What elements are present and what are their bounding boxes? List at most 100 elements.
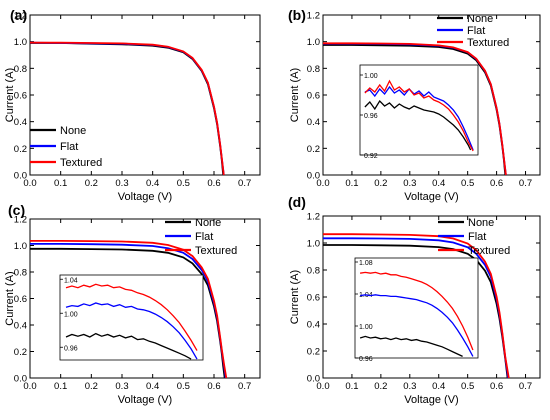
- legend-label: Textured: [467, 37, 509, 49]
- y-tick-label: 0.0: [307, 171, 320, 182]
- inset-series-line-textured: [364, 79, 474, 152]
- inset-series-line-none: [65, 332, 192, 360]
- legend-label: None: [60, 125, 86, 137]
- x-tick-label: 0.3: [403, 178, 416, 189]
- panel-label: (d): [288, 194, 306, 210]
- legend-label: Flat: [60, 141, 78, 153]
- x-tick-label: 0.5: [461, 178, 474, 189]
- series-line-textured: [30, 239, 228, 378]
- inset-y-tick-label: 1.00: [359, 324, 373, 331]
- x-axis-label: Voltage (V): [118, 394, 172, 406]
- y-tick-label: 1.2: [307, 11, 320, 22]
- legend-label: Flat: [468, 231, 486, 243]
- legend-label: None: [195, 217, 221, 229]
- legend-label: Flat: [467, 25, 485, 37]
- inset-series-line-textured: [65, 283, 198, 351]
- x-axis-label: Voltage (V): [404, 191, 458, 203]
- y-tick-label: 0.4: [307, 117, 320, 128]
- x-tick-label: 0.7: [519, 381, 532, 392]
- y-tick-label: 0.6: [14, 91, 27, 102]
- inset-d: 0.961.001.041.08: [354, 257, 479, 363]
- inset-y-tick-label: 1.00: [364, 73, 378, 80]
- inset-frame: [354, 257, 479, 359]
- panel-label: (c): [8, 202, 25, 218]
- inset-series-line-flat: [364, 85, 474, 151]
- x-tick-label: 0.0: [23, 381, 36, 392]
- x-tick-label: 0.6: [207, 381, 220, 392]
- y-axis-label: Current (A): [4, 271, 16, 325]
- legend-label: Textured: [60, 157, 102, 169]
- inset-series-line-textured: [360, 271, 474, 351]
- x-tick-label: 0.3: [403, 381, 416, 392]
- x-tick-label: 0.6: [490, 381, 503, 392]
- series-line-textured: [30, 41, 225, 175]
- panel-c: 0.0 0.1 0.2 0.3 0.4 0.5 0.6 0.7 0.0 0.2 0.4 0.6 0.8 1…: [4, 202, 261, 406]
- y-axis-label: Current (A): [289, 270, 301, 324]
- y-tick-label: 1.0: [307, 37, 320, 48]
- inset-b: 0.92 0.96 1.00: [359, 64, 479, 160]
- x-tick-label: 0.5: [177, 178, 190, 189]
- inset-c: 0.96 1.00 1.04: [59, 274, 204, 361]
- x-tick-label: 0.2: [85, 381, 98, 392]
- y-axis-label: Current (A): [289, 68, 301, 122]
- y-tick-label: 1.2: [307, 212, 320, 223]
- x-tick-label: 0.0: [316, 178, 329, 189]
- y-tick-label: 0.6: [14, 294, 27, 305]
- y-tick-label: 0.6: [307, 293, 320, 304]
- y-axis-label: Current (A): [4, 68, 16, 122]
- x-tick-label: 0.1: [54, 178, 67, 189]
- inset-y-tick-label: 0.92: [364, 153, 378, 160]
- y-tick-label: 1.0: [14, 241, 27, 252]
- x-tick-label: 0.4: [432, 178, 445, 189]
- y-tick-label: 0.6: [307, 91, 320, 102]
- x-tick-label: 0.0: [316, 381, 329, 392]
- y-tick-label: 0.4: [307, 320, 320, 331]
- inset-frame: [359, 64, 479, 156]
- inset-series-line-flat: [360, 294, 474, 357]
- series-line-none: [30, 42, 225, 175]
- y-tick-label: 0.2: [307, 144, 320, 155]
- legend-label: Textured: [468, 245, 510, 257]
- legend-label: None: [468, 217, 494, 229]
- x-tick-label: 0.0: [23, 178, 36, 189]
- panel-b: 0.0 0.1 0.2 0.3 0.4 0.5 0.6 0.7 0.0 0.2 0.4 0.6 0.8 1…: [288, 7, 541, 203]
- y-tick-label: 1.2: [14, 11, 27, 22]
- series-line-flat: [30, 41, 225, 175]
- x-tick-label: 0.2: [374, 178, 387, 189]
- inset-frame: [59, 274, 204, 361]
- legend-label: None: [467, 13, 493, 25]
- y-tick-label: 0.8: [14, 268, 27, 279]
- inset-y-tick-label: 0.96: [359, 356, 373, 363]
- inset-series-line-none: [359, 335, 463, 357]
- inset-y-tick-label: 1.08: [359, 260, 373, 267]
- x-tick-label: 0.4: [146, 178, 159, 189]
- y-tick-label: 0.0: [307, 374, 320, 385]
- x-tick-label: 0.4: [146, 381, 159, 392]
- y-tick-label: 0.8: [307, 266, 320, 277]
- x-axis-label: Voltage (V): [404, 394, 458, 406]
- y-tick-label: 1.0: [307, 239, 320, 250]
- y-tick-label: 0.2: [14, 144, 27, 155]
- y-tick-label: 1.0: [14, 37, 27, 48]
- x-tick-label: 0.1: [54, 381, 67, 392]
- x-tick-label: 0.4: [432, 381, 445, 392]
- series-line-textured: [323, 233, 510, 378]
- y-tick-label: 0.8: [14, 64, 27, 75]
- x-tick-label: 0.3: [115, 381, 128, 392]
- x-tick-label: 0.2: [85, 178, 98, 189]
- y-tick-label: 0.2: [307, 347, 320, 358]
- panel-label: (a): [10, 7, 27, 23]
- series-line-textured: [323, 42, 507, 175]
- legend-label: Flat: [195, 231, 213, 243]
- x-tick-label: 0.7: [238, 381, 251, 392]
- y-tick-label: 0.0: [14, 374, 27, 385]
- x-tick-label: 0.5: [177, 381, 190, 392]
- panel-a: 0.0 0.1 0.2 0.3 0.4 0.5 0.6 0.7 0.0 0.2 0.4 0.6 0.8 1…: [4, 7, 261, 203]
- x-tick-label: 0.1: [345, 381, 358, 392]
- x-tick-label: 0.6: [207, 178, 220, 189]
- y-tick-label: 0.0: [14, 171, 27, 182]
- legend: None Flat Textured: [30, 125, 102, 169]
